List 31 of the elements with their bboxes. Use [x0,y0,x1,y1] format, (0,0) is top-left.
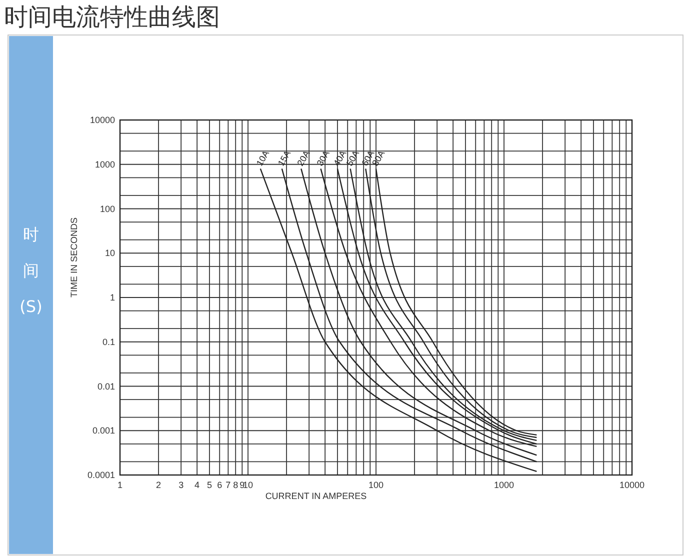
x-tick-label: 1000 [494,480,514,490]
y-tick-label: 100 [100,204,115,214]
x-tick-label: 3 [178,480,184,490]
text: 10A [254,148,272,168]
y-tick-label: 10000 [90,115,115,125]
x-tick-label: 5 [206,480,212,490]
x-tick-label: 2 [156,480,162,490]
x-tick-label: 4 [194,480,200,490]
x-tick-label: 100 [368,480,384,490]
text: 30A [314,148,332,168]
x-tick-label: 7 [226,480,231,490]
x-tick-label: 10 [242,480,254,490]
y-axis-title: TIME IN SECONDS [69,217,79,298]
x-axis-title: CURRENT IN AMPERES [265,491,367,501]
y-tick-label: 0.0001 [87,470,115,480]
chart-title: 时间电流特性曲线图 [4,3,220,31]
x-tick-label: 10000 [619,480,645,490]
text: 20A [295,148,312,168]
text: 时间(S) [20,225,42,316]
x-tick-label: 1 [117,480,123,490]
y-tick-label: 0.01 [97,381,115,392]
text: 15A [276,148,293,168]
y-tick-label: 10 [104,248,115,258]
x-tick-label: 8 [233,480,238,490]
y-tick-label: 1 [110,292,115,302]
y-tick-label: 1000 [94,159,115,170]
y-tick-label: 0.001 [92,426,115,436]
text: 60A [360,148,376,168]
y-tick-label: 0.1 [102,336,115,347]
x-tick-label: 6 [217,480,222,490]
x-tick-label: 9 [240,480,245,490]
